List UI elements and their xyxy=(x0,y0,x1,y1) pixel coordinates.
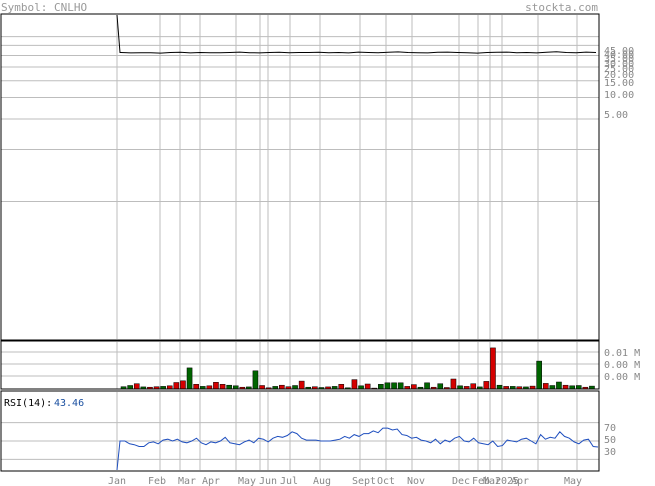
price-tick-label: 45.00 xyxy=(604,46,634,57)
volume-bar xyxy=(483,381,490,390)
x-tick-label: Jul xyxy=(280,476,298,486)
rsi-grid xyxy=(1,392,599,470)
volume-bar xyxy=(364,383,371,390)
symbol-label: Symbol: CNLHO xyxy=(1,1,87,14)
volume-bar xyxy=(411,384,417,390)
x-tick-label: Feb xyxy=(148,476,166,486)
price-line xyxy=(116,14,597,54)
volume-bar xyxy=(298,380,305,390)
x-tick-label: Mar xyxy=(178,476,196,486)
volume-bar xyxy=(575,385,582,390)
price-tick-label: 35.00 xyxy=(604,54,634,65)
rsi-tick-label: 70 xyxy=(604,423,616,434)
volume-bar xyxy=(252,370,259,390)
volume-bar xyxy=(490,347,496,390)
volume-bar xyxy=(384,382,391,390)
volume-bar xyxy=(279,384,285,390)
volume-bar xyxy=(424,382,430,390)
rsi-label: RSI(14): xyxy=(4,398,52,409)
volume-bar xyxy=(338,384,345,390)
x-tick-label: Dec xyxy=(452,476,470,486)
volume-grid xyxy=(1,342,599,389)
price-tick-label: 30.00 xyxy=(604,59,634,70)
volume-bar xyxy=(127,385,133,390)
volume-frame xyxy=(0,340,600,390)
volume-bar xyxy=(397,382,404,390)
price-tick-label: 5.00 xyxy=(604,110,628,121)
price-axis-labels: 5.00 10.00 15.00 20.00 25.00 30.00 35.00… xyxy=(604,46,634,121)
volume-bar xyxy=(133,383,140,390)
price-frame xyxy=(0,13,600,341)
volume-bar xyxy=(378,384,384,390)
rsi-line xyxy=(116,427,599,471)
x-tick-label: May xyxy=(238,476,256,486)
volume-tick-label: 0.01 M xyxy=(604,348,640,359)
volume-bar xyxy=(213,382,219,390)
volume-bar xyxy=(226,384,232,390)
site-brand: stockta.com xyxy=(525,1,598,14)
volume-bar xyxy=(186,367,193,390)
volume-bar xyxy=(562,384,569,390)
volume-bars xyxy=(120,347,595,390)
volume-bar xyxy=(556,381,562,390)
x-tick-label: May xyxy=(564,476,582,486)
price-panel: 5.00 10.00 15.00 20.00 25.00 30.00 35.00… xyxy=(0,13,634,341)
volume-tick-label: 0.00 M xyxy=(604,360,640,371)
x-tick-label: 2025 xyxy=(495,476,519,486)
volume-bar xyxy=(496,384,503,390)
price-grid xyxy=(1,15,599,339)
volume-bar xyxy=(292,385,298,390)
volume-bar xyxy=(549,385,556,390)
rsi-value: 43.46 xyxy=(54,398,84,409)
rsi-panel: RSI(14): 43.46 70 50 30 xyxy=(0,390,616,472)
volume-bar xyxy=(470,383,477,390)
volume-bar xyxy=(219,384,226,390)
price-tick-label: 20.00 xyxy=(604,70,634,81)
volume-tick-label: 0.00 M xyxy=(604,372,640,383)
x-tick-label: Mar xyxy=(483,476,501,486)
volume-bar xyxy=(259,385,265,390)
volume-bar xyxy=(351,379,358,390)
x-tick-label: Jan xyxy=(108,476,126,486)
volume-bar xyxy=(173,382,180,390)
volume-bar xyxy=(542,383,549,390)
rsi-tick-label: 30 xyxy=(604,447,616,458)
price-tick-label: 15.00 xyxy=(604,78,634,89)
volume-panel: 0.01 M 0.00 M 0.00 M xyxy=(0,340,640,390)
x-axis-labels: Jan Feb Mar Apr May Jun Jul Aug Sept Oct… xyxy=(108,476,582,486)
x-tick-label: Apr xyxy=(202,476,220,486)
price-tick-label: 25.00 xyxy=(604,64,634,75)
volume-bar xyxy=(437,383,444,390)
volume-bar xyxy=(536,360,542,390)
x-tick-label: Jun xyxy=(259,476,277,486)
x-tick-label: Oct xyxy=(377,476,395,486)
price-tick-label: 10.00 xyxy=(604,90,634,101)
volume-bar xyxy=(193,384,199,390)
x-tick-label: Feb xyxy=(472,476,490,486)
rsi-tick-label: 50 xyxy=(604,435,616,446)
x-tick-label: Sept xyxy=(352,476,376,486)
price-tick-label: 40.00 xyxy=(604,50,634,61)
volume-bar xyxy=(450,378,457,390)
rsi-frame xyxy=(0,390,600,472)
x-tick-label: Aug xyxy=(313,476,331,486)
volume-bar xyxy=(180,380,186,390)
x-tick-label: Nov xyxy=(407,476,425,486)
x-tick-label: Apr xyxy=(511,476,529,486)
volume-bar xyxy=(391,382,397,390)
